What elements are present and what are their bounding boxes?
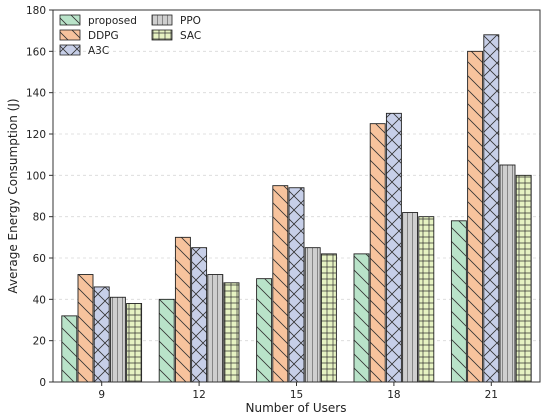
legend-swatch-hatch [59, 14, 81, 26]
y-tick-label: 120 [26, 129, 46, 141]
bar-hatch [109, 296, 126, 383]
bar-hatch [288, 187, 305, 383]
bar-hatch [320, 253, 337, 383]
legend-swatch-hatch [151, 29, 173, 41]
x-tick-label: 9 [98, 389, 105, 401]
bar-hatch [402, 212, 419, 383]
y-tick-label: 0 [39, 377, 46, 389]
x-tick-label: 18 [387, 389, 400, 401]
bar-hatch [418, 216, 435, 383]
bar-hatch [353, 253, 370, 383]
legend: proposed DDPG A3C PPO SAC [59, 14, 201, 57]
legend-swatch-hatch [59, 29, 81, 41]
bar-hatch [174, 236, 191, 383]
y-tick-label: 140 [26, 88, 46, 100]
bars [61, 34, 532, 383]
y-axis: 0 20 40 60 80 100 120 140 160 180 [26, 5, 53, 389]
bar-hatch [467, 50, 484, 383]
x-tick-label: 12 [192, 389, 205, 401]
bar-hatch [385, 112, 402, 383]
bar-hatch [304, 247, 321, 383]
y-tick-label: 180 [26, 5, 46, 17]
legend-swatch-hatch [151, 14, 173, 26]
x-axis-title: Number of Users [245, 401, 346, 415]
bar-hatch [369, 123, 386, 383]
x-tick-label: 21 [485, 389, 498, 401]
legend-label-sac: SAC [180, 30, 201, 42]
bar-hatch [450, 220, 467, 383]
bar-hatch [483, 34, 500, 383]
legend-swatch-hatch [59, 44, 81, 56]
bar-hatch [191, 247, 208, 383]
bar-hatch [272, 185, 289, 383]
legend-label-a3c: A3C [88, 45, 109, 57]
bar-hatch [93, 286, 110, 383]
bar-hatch [207, 274, 224, 383]
x-tick-label: 15 [290, 389, 303, 401]
y-axis-title: Average Energy Consumption (J) [6, 98, 20, 293]
legend-label-proposed: proposed [88, 15, 137, 27]
bar-hatch [77, 274, 94, 383]
y-tick-label: 160 [26, 46, 46, 58]
y-tick-label: 80 [33, 212, 46, 224]
bar-hatch [256, 278, 273, 383]
legend-label-ddpg: DDPG [88, 30, 119, 42]
y-tick-label: 100 [26, 170, 46, 182]
bar-hatch [515, 174, 532, 383]
bar-hatch [61, 315, 78, 383]
bar-hatch [158, 298, 175, 383]
y-tick-label: 40 [33, 294, 46, 306]
legend-label-ppo: PPO [180, 15, 201, 27]
bar-hatch [499, 164, 516, 383]
y-tick-label: 20 [33, 336, 46, 348]
x-axis: 9 12 15 18 21 [98, 382, 498, 401]
bar-hatch [223, 282, 240, 383]
bar-hatch [126, 303, 143, 383]
y-tick-label: 60 [33, 253, 46, 265]
